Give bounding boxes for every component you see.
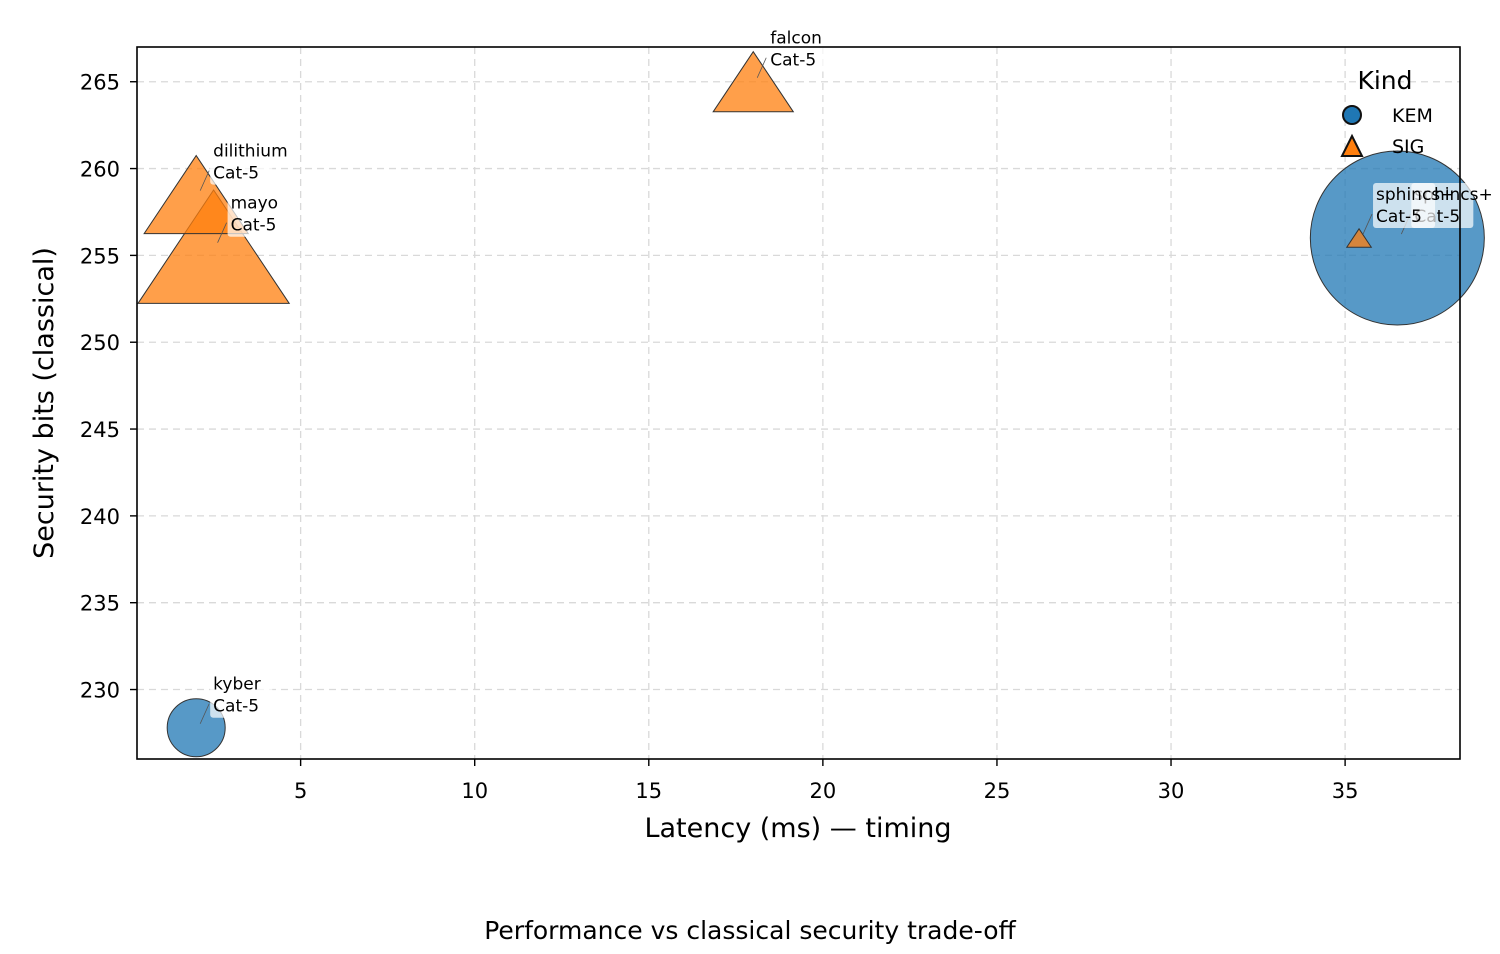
plot-frame — [136, 46, 1461, 760]
point-sphincs-sig — [1345, 227, 1373, 248]
annotations: sphincs+Cat-5mayoCat-5dilithiumCat-5falc… — [199, 26, 1493, 724]
legend-kem-label: KEM — [1392, 105, 1433, 127]
y-tick-label: 260 — [80, 158, 120, 182]
x-tick-label: 30 — [1158, 779, 1185, 803]
y-tick-label: 265 — [80, 71, 120, 95]
annotation-box — [227, 191, 290, 237]
leader-line — [1362, 213, 1373, 235]
x-tick-label: 5 — [294, 779, 307, 803]
legend-title: Kind — [1357, 66, 1412, 95]
x-axis-label: Latency (ms) — timing — [644, 813, 951, 844]
chart-title: Performance vs classical security trade-… — [484, 916, 1016, 945]
leader-line — [217, 222, 227, 243]
point-falcon-sig — [712, 50, 795, 113]
point-category: Cat-5 — [213, 164, 259, 184]
legend-kem-marker — [1342, 105, 1362, 125]
point-mayo-sig — [137, 189, 291, 304]
point-label: kyber — [213, 675, 261, 695]
point-label: sphincs+ — [1376, 185, 1454, 205]
leader-line — [199, 703, 210, 724]
point-sphincs-kem — [1309, 150, 1485, 326]
annotation-box — [1373, 183, 1436, 229]
legend-sig-marker — [1340, 133, 1364, 157]
x-tick-label: 35 — [1332, 779, 1359, 803]
point-category: Cat-5 — [1376, 207, 1422, 227]
x-tick-label: 10 — [461, 779, 488, 803]
point-dilithium-sig — [143, 154, 250, 235]
x-tick-label: 20 — [810, 779, 837, 803]
x-tick-label: 15 — [635, 779, 662, 803]
y-tick-label: 255 — [80, 244, 120, 268]
y-tick-label: 230 — [80, 679, 120, 703]
annotation-box — [210, 672, 273, 718]
grid — [137, 47, 1460, 759]
leader-line — [199, 170, 210, 191]
y-tick-label: 250 — [80, 331, 120, 355]
point-category: Cat-5 — [213, 697, 259, 717]
point-category: Cat-5 — [231, 216, 277, 236]
point-label: falcon — [770, 29, 822, 49]
legend-sig-label: SIG — [1392, 136, 1424, 158]
annotation-box — [767, 26, 830, 72]
legend: Kind KEM SIG — [1340, 66, 1433, 158]
x-tick-label: 25 — [984, 779, 1011, 803]
point-label: dilithium — [213, 142, 287, 162]
y-axis-label: Security bits (classical) — [29, 247, 60, 559]
point-category: Cat-5 — [770, 51, 816, 71]
y-tick-label: 235 — [80, 592, 120, 616]
y-tick-label: 245 — [80, 418, 120, 442]
point-label: mayo — [231, 194, 278, 214]
annotation-box — [210, 139, 273, 185]
y-tick-label: 240 — [80, 505, 120, 529]
leader-line — [756, 57, 767, 78]
axes: 5 10 15 20 25 30 35 230 235 240 245 250 255 260 265 — [80, 71, 1359, 803]
